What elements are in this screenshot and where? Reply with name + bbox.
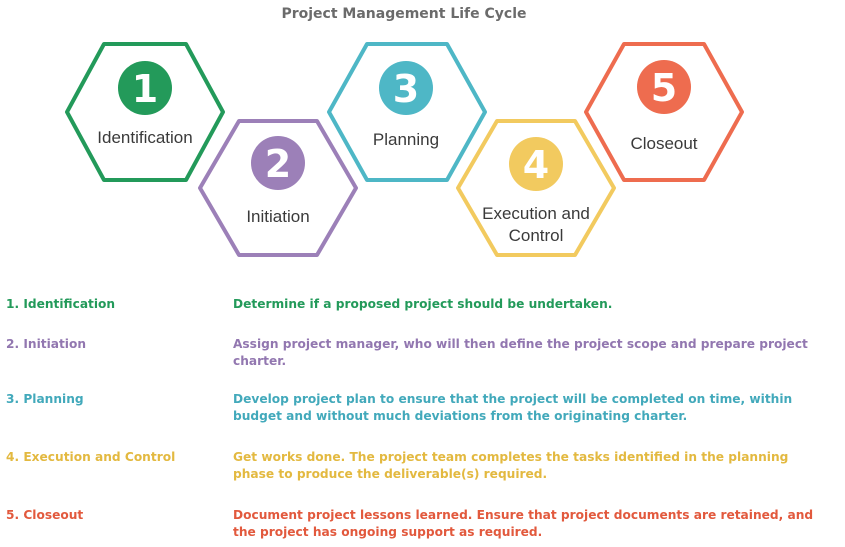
step-number-circle [379, 61, 433, 115]
step-name: 4. Execution and Control [6, 450, 176, 464]
step-name: 2. Initiation [6, 337, 87, 351]
step-name: 3. Planning [6, 392, 84, 406]
step-number-circle [509, 137, 563, 191]
life-cycle-diagram: 1 Identification 2 Initiation 3 Planning… [65, 42, 744, 257]
step-description: Document project lessons learned. Ensure… [233, 508, 814, 539]
hexagon-label-line-2: Control [509, 226, 564, 245]
hexagon-closeout: 5 Closeout [584, 42, 744, 182]
step-number: 1 [132, 67, 158, 111]
step-number-circle [637, 60, 691, 114]
hexagon-label: Closeout [630, 134, 697, 153]
hexagon-identification: 1 Identification [65, 42, 225, 182]
hexagon-planning: 3 Planning [327, 42, 487, 182]
step-name: 5. Closeout [6, 508, 84, 522]
hexagon-label: Planning [373, 130, 439, 149]
step-description: Determine if a proposed project should b… [233, 297, 613, 311]
hexagon-label: Identification [97, 128, 192, 147]
diagram-title: Project Management Life Cycle [281, 6, 527, 22]
hexagon-initiation: 2 Initiation [198, 119, 358, 257]
step-description: Assign project manager, who will then de… [233, 337, 808, 368]
step-name: 1. Identification [6, 297, 116, 311]
step-number: 5 [651, 66, 677, 110]
step-number-circle [118, 61, 172, 115]
step-description: Develop project plan to ensure that the … [233, 392, 793, 423]
hexagon-label-line-1: Execution and [482, 204, 590, 223]
step-number: 2 [265, 142, 291, 186]
step-number: 4 [523, 143, 549, 187]
step-number-circle [251, 136, 305, 190]
step-description: Get works done. The project team complet… [233, 450, 789, 481]
hexagon-execution-and-control: 4 Execution and Control [456, 119, 616, 257]
step-number: 3 [393, 67, 419, 111]
hexagon-label: Initiation [246, 207, 309, 226]
